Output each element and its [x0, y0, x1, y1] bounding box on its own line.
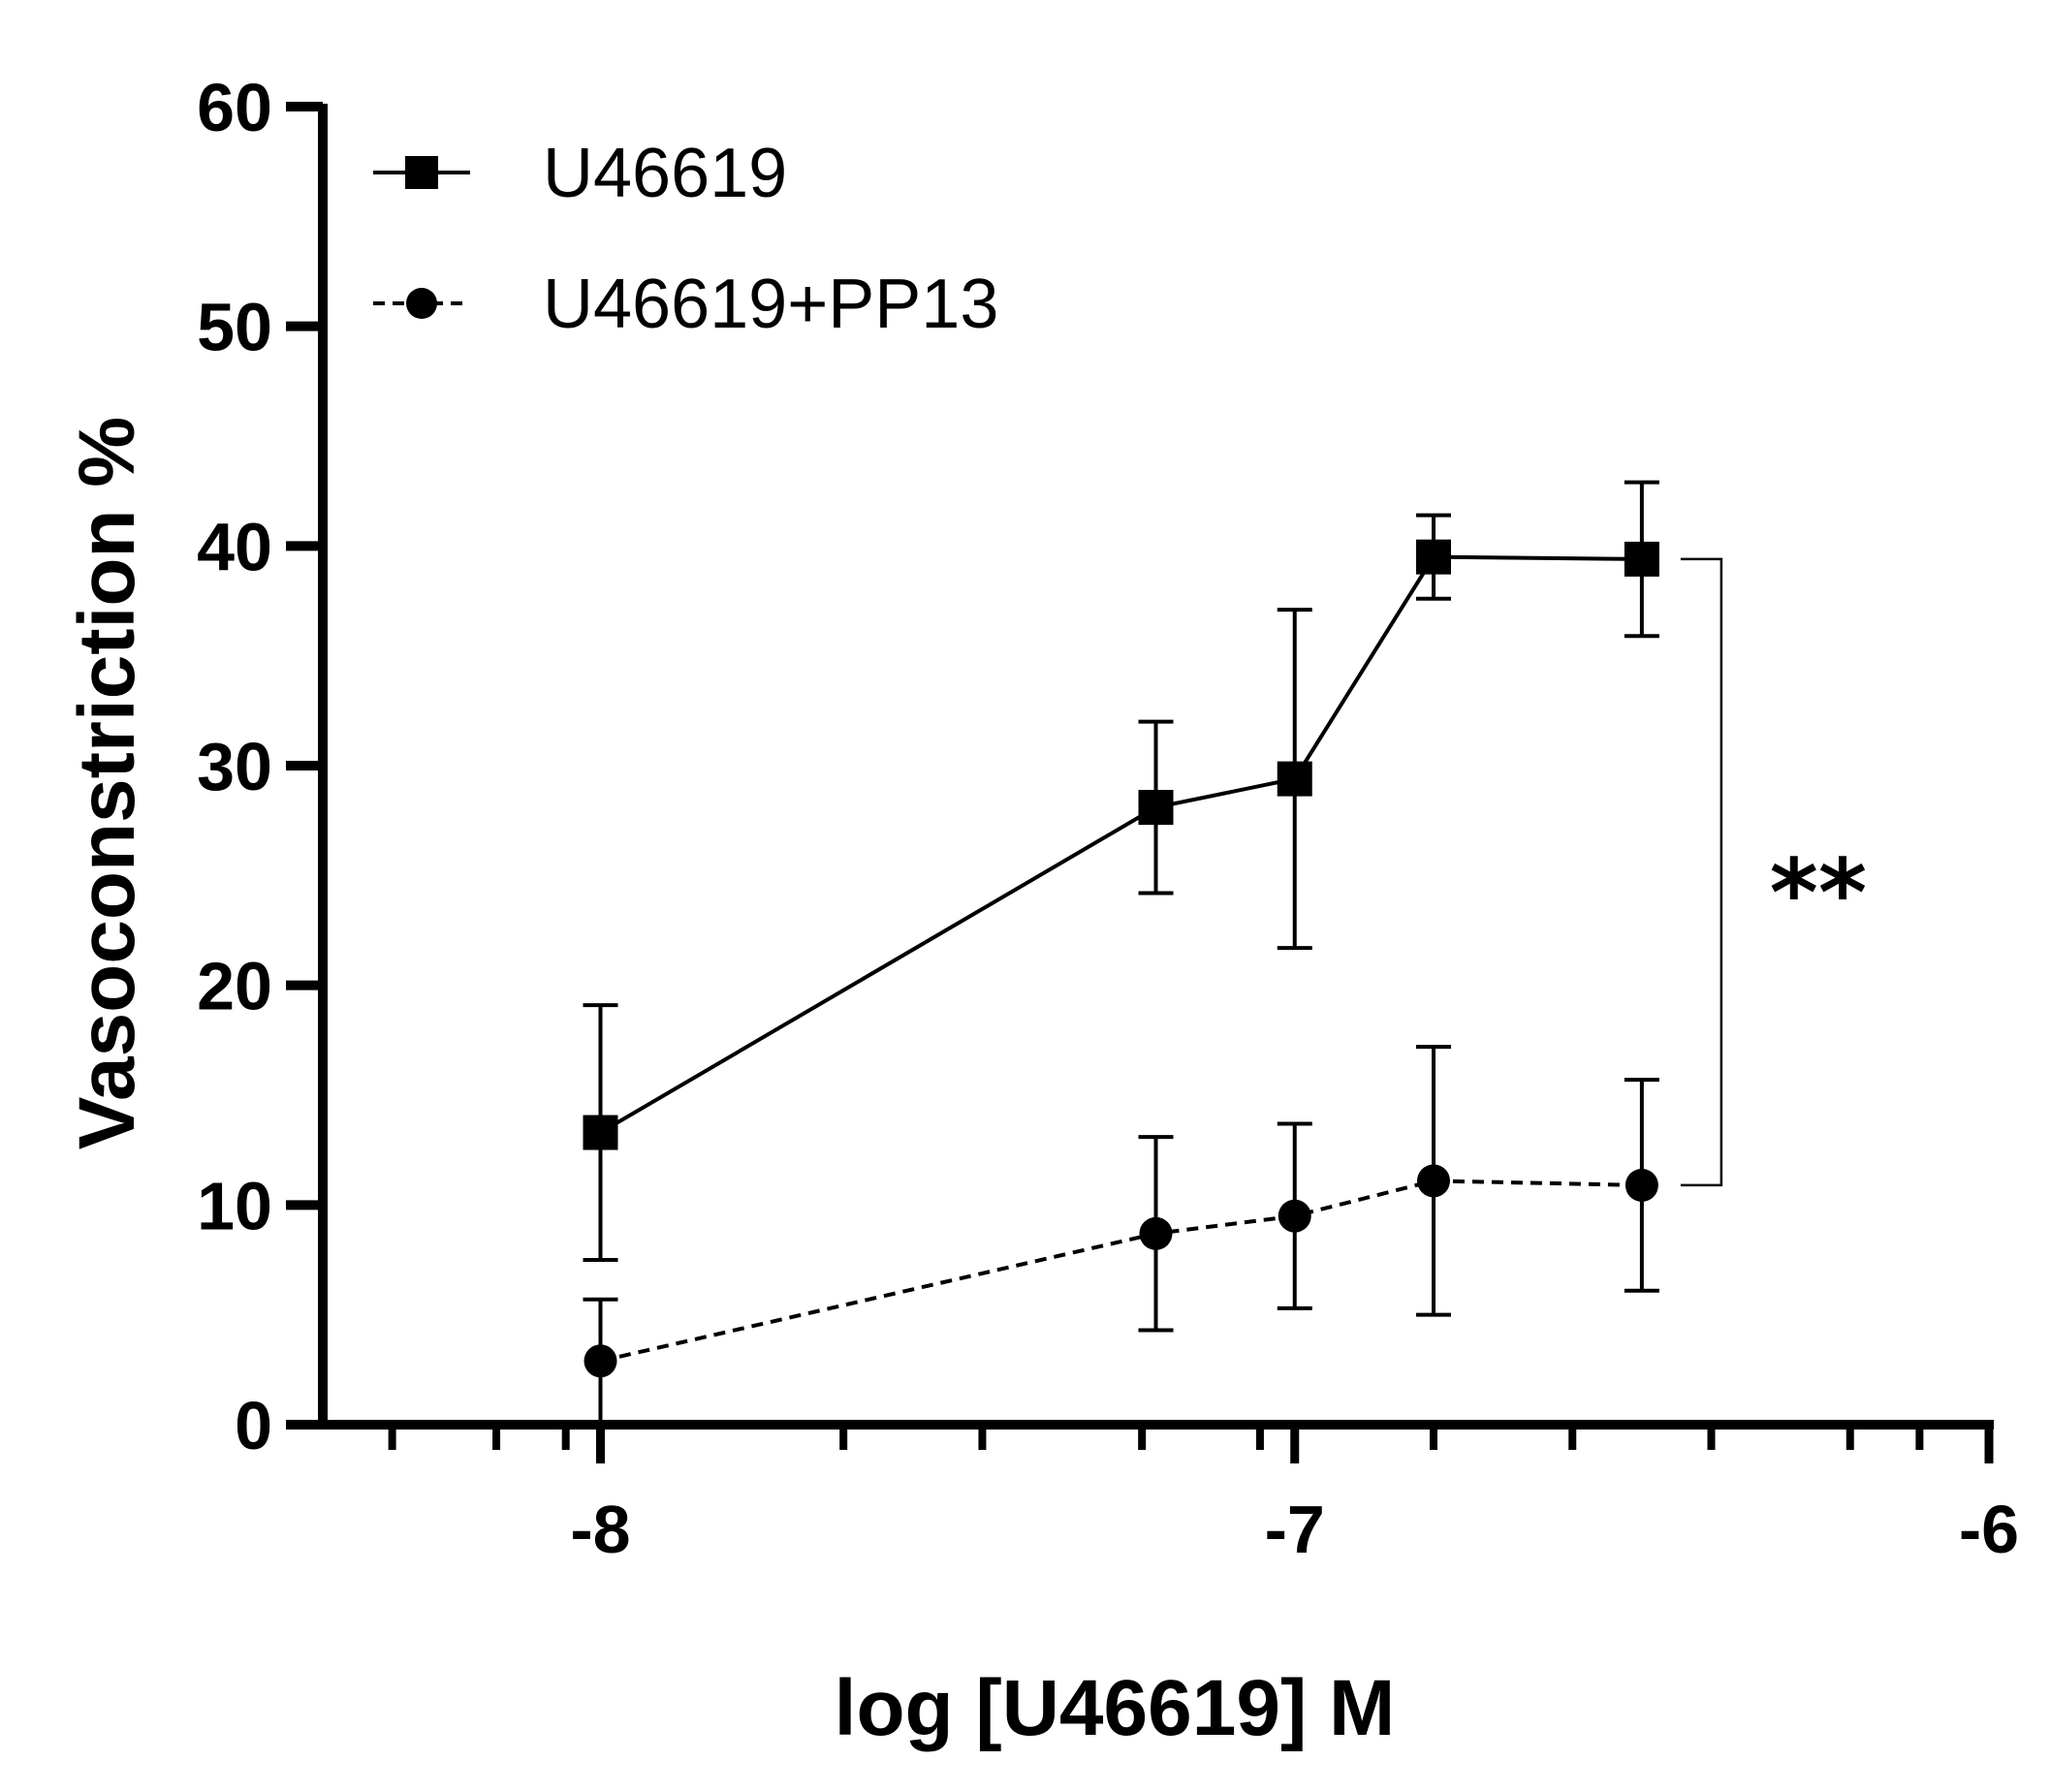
legend-item-1: U46619	[373, 135, 787, 212]
y-axis-title: Vasoconstriction %	[63, 417, 151, 1149]
x-axis-title: log [U46619] M	[835, 1664, 1396, 1752]
y-tick-label: 30	[197, 729, 272, 804]
legend: U46619 U46619+PP13	[373, 135, 998, 343]
data-point	[1277, 761, 1312, 797]
plot-area: **	[583, 480, 1867, 1425]
x-tick-label: -8	[570, 1492, 630, 1567]
legend-marker	[405, 156, 438, 189]
data-point	[1139, 1216, 1173, 1250]
y-tick-label: 10	[197, 1168, 272, 1243]
x-tick-label: -6	[1959, 1492, 2019, 1567]
y-tick-label: 40	[197, 509, 272, 584]
y-tick-label: 60	[197, 70, 272, 145]
legend-marker	[406, 288, 437, 319]
y-tick-label: 50	[197, 290, 272, 365]
significance-label: **	[1770, 839, 1867, 948]
series-line	[600, 1179, 1642, 1364]
data-point	[583, 1115, 618, 1150]
legend-item-2: U46619+PP13	[373, 266, 998, 343]
data-point	[1625, 1168, 1658, 1202]
data-point	[1417, 1164, 1450, 1198]
y-tick-label: 20	[197, 949, 272, 1024]
axes: 0 10 20 30 40 50 60 -8 -7 -6	[197, 70, 2019, 1567]
series-1	[583, 480, 1659, 1262]
data-point	[1138, 790, 1174, 826]
data-point	[1278, 1199, 1311, 1233]
data-point	[1624, 541, 1659, 577]
y-tick-label: 0	[235, 1388, 272, 1463]
series-2	[583, 1045, 1659, 1425]
legend-label: U46619+PP13	[543, 266, 998, 343]
series-line	[599, 554, 1642, 1135]
legend-label: U46619	[543, 135, 787, 212]
x-tick-label: -7	[1265, 1492, 1325, 1567]
data-point	[584, 1344, 617, 1378]
data-point	[1416, 539, 1451, 575]
significance-bracket	[1680, 557, 1723, 1187]
